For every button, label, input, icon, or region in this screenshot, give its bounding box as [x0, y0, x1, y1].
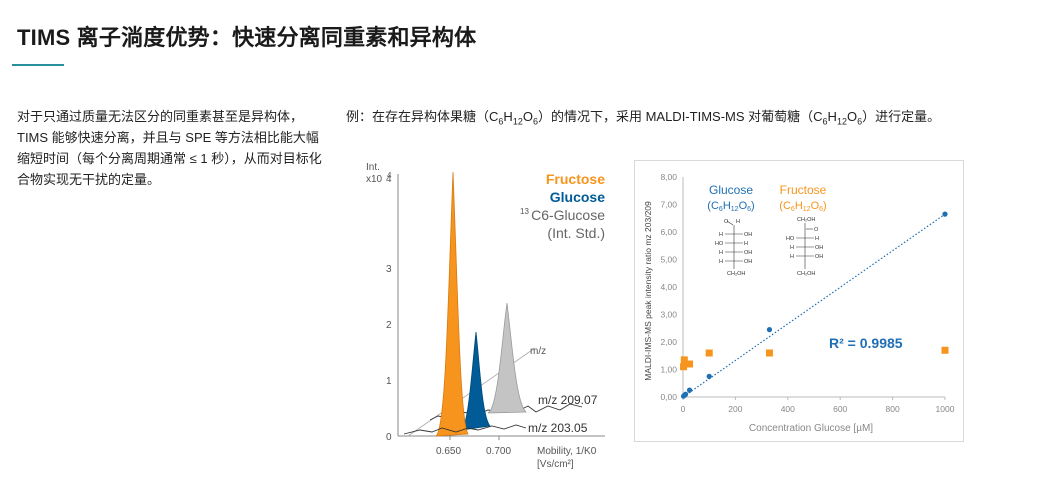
trace-203-baseline [403, 424, 527, 435]
calib-y-tick: 0,00 [660, 392, 677, 402]
y-tick-2: 2 [386, 320, 392, 331]
legend-glucose-title: Glucose [709, 183, 753, 197]
legend-fructose-title: Fructose [780, 183, 827, 197]
example-suffix: ）进行定量。 [862, 109, 941, 124]
fructose-point [686, 360, 694, 368]
example-middle: ）的情况下，采用 MALDI-TIMS-MS 对葡萄糖（ [537, 109, 814, 124]
glucose-point [942, 211, 948, 217]
page-title: TIMS 离子淌度优势：快速分离同重素和异构体 [17, 25, 477, 50]
svg-text:HO: HO [786, 236, 795, 242]
peak-13c-glucose [487, 302, 528, 414]
fructose-structure-icon: CH₂OH O HO H H OH H OH CH₂OH [786, 217, 823, 277]
svg-text:OH: OH [815, 254, 823, 260]
calib-x-tick: 200 [728, 404, 742, 414]
y-tick-3: 3 [386, 264, 392, 275]
calibration-xlabel: Concentration Glucose [µM] [749, 423, 873, 434]
calib-y-tick: 1,00 [660, 365, 677, 375]
glucose-point [683, 391, 689, 397]
fructose-point [765, 349, 773, 357]
svg-text:OH: OH [815, 245, 823, 251]
calib-y-tick: 4,00 [660, 282, 677, 292]
svg-text:O: O [724, 219, 729, 225]
calib-x-tick: 800 [886, 404, 900, 414]
glucose-point [706, 373, 712, 379]
mobility-chart-svg: Int. x10 4 4 3 2 1 0 m/z m/z 209.07 m/z … [366, 162, 605, 470]
calib-y-tick: 3,00 [660, 310, 677, 320]
y-tick-0: 0 [386, 432, 392, 443]
x-tick-0650: 0.650 [436, 446, 461, 457]
svg-text:OH: OH [744, 259, 752, 265]
x-axis-label-line1: Mobility, 1/K0 [537, 446, 597, 457]
calib-x-tick: 400 [781, 404, 795, 414]
calib-x-tick: 0 [681, 404, 686, 414]
example-sentence: 例：在存在异构体果糖（C6H12O6）的情况下，采用 MALDI-TIMS-MS… [346, 106, 1036, 133]
svg-text:CH₂OH: CH₂OH [797, 271, 815, 277]
calib-trendline-line [682, 213, 946, 398]
calibration-ylabel: MALDI-IMS-MS peak intensity ratio mz 203… [643, 201, 653, 381]
peak-glucose [461, 331, 491, 431]
svg-text:O: O [814, 227, 819, 233]
y-tick-4: 4 [386, 174, 392, 185]
peak-fructose [434, 171, 469, 437]
legend-int-std: (Int. Std.) [547, 225, 605, 241]
svg-text:CH₂OH: CH₂OH [797, 217, 815, 223]
calib-x-tick: 600 [833, 404, 847, 414]
y-unit-x10: x10 [366, 174, 383, 185]
calib-x-tick: 1000 [936, 404, 955, 414]
svg-text:CH₂OH: CH₂OH [727, 271, 745, 277]
legend-13c-glucose: C6-Glucose [531, 207, 605, 223]
svg-text:H: H [815, 236, 819, 242]
fructose-point [941, 346, 949, 354]
calib-y-tick: 7,00 [660, 200, 677, 210]
formula-glucose: C6H12O6 [813, 109, 863, 127]
fructose-point [680, 356, 688, 364]
svg-text:H: H [790, 254, 794, 260]
glucose-structure-icon: O H H OH HO H H OH H OH CH₂OH [715, 219, 752, 277]
calib-y-tick: 8,00 [660, 172, 677, 182]
calibration-trendline [682, 213, 946, 398]
fructose-point [705, 349, 713, 357]
svg-text:H: H [736, 219, 740, 225]
svg-text:H: H [790, 245, 794, 251]
calib-y-tick: 5,00 [660, 255, 677, 265]
x-axis-label-line2: [Vs/cm²] [537, 459, 574, 470]
legend-glucose: Glucose [550, 189, 605, 205]
svg-text:H: H [719, 232, 723, 238]
svg-text:HO: HO [715, 241, 724, 247]
r2-label: R² = 0.9985 [829, 335, 903, 351]
mz-axis-label: m/z [530, 346, 546, 357]
x-tick-0700: 0.700 [486, 446, 511, 457]
glucose-point [766, 327, 773, 333]
legend-fructose-formula: (C6H12O6) [779, 200, 826, 213]
calibration-chart: 0,00 1,00 2,00 3,00 4,00 5,00 6,00 7,00 8,00 0 200… [634, 160, 964, 442]
title-underline [12, 64, 64, 66]
svg-text:OH: OH [744, 250, 752, 256]
svg-text:H: H [744, 241, 748, 247]
legend-13-superscript: 13 [520, 207, 529, 216]
calibration-chart-svg: 0,00 1,00 2,00 3,00 4,00 5,00 6,00 7,00 8,00 0 200… [643, 172, 955, 434]
y-unit-int: Int. [366, 162, 380, 173]
svg-text:H: H [719, 259, 723, 265]
y-unit-exp: 4 [387, 171, 392, 180]
fructose-point [682, 360, 690, 368]
glucose-point [686, 387, 693, 393]
svg-text:H: H [719, 250, 723, 256]
trace-203-label: m/z 203.05 [528, 421, 588, 435]
intro-paragraph: 对于只通过质量无法区分的同重素甚至是异构体，TIMS 能够快速分离，并且与 SP… [17, 109, 322, 187]
legend-glucose-formula: (C6H12O6) [707, 200, 754, 213]
mobility-chart: Int. x10 4 4 3 2 1 0 m/z m/z 209.07 m/z … [360, 158, 622, 476]
y-tick-1: 1 [386, 376, 392, 387]
trace-209-label: m/z 209.07 [538, 393, 598, 407]
calib-y-tick: 6,00 [660, 227, 677, 237]
calib-y-tick: 2,00 [660, 337, 677, 347]
calibration-points [680, 211, 949, 399]
y-ticks: 4 3 2 1 0 [386, 174, 392, 443]
svg-text:OH: OH [744, 232, 752, 238]
example-prefix: 例：在存在异构体果糖（ [346, 109, 490, 124]
formula-fructose: C6H12O6 [489, 109, 538, 127]
legend-fructose: Fructose [546, 171, 605, 187]
